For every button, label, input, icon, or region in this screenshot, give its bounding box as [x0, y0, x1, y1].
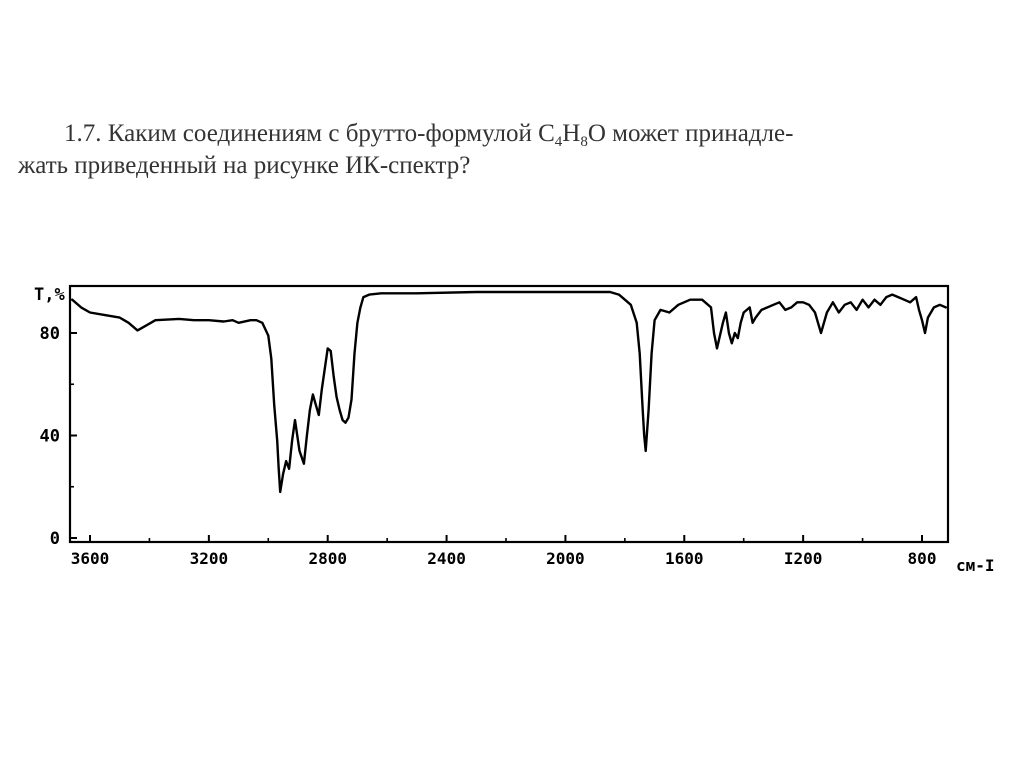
- x-tick-label: 3600: [71, 549, 110, 568]
- formula-element: O: [587, 120, 606, 147]
- x-axis-label: см-I: [956, 556, 995, 575]
- x-tick-label: 2800: [308, 549, 347, 568]
- molecular-formula: C4H8O: [538, 120, 606, 150]
- formula-subscript: 4: [554, 134, 563, 150]
- x-tick-label: I200: [784, 549, 823, 568]
- spectrum-line: [71, 290, 947, 494]
- y-tick-label: 80: [40, 324, 60, 344]
- formula-element: C: [538, 120, 555, 147]
- y-tick-label: 40: [40, 427, 60, 447]
- question-text-before-formula: Каким соединениям с брутто-формулой: [107, 120, 539, 147]
- y-axis-label: T,%: [34, 285, 65, 305]
- x-tick-label: 2400: [427, 549, 466, 568]
- x-tick-label: 1600: [665, 549, 704, 568]
- question-line-1: 1.7. Каким соединениям с брутто-формулой…: [18, 118, 1008, 150]
- plot-frame: [68, 284, 950, 544]
- x-tick-label: 800: [908, 549, 937, 568]
- question-text-after-formula: может принадле-: [605, 120, 794, 147]
- question-line-2: жать приведенный на рисунке ИК-спектр?: [18, 152, 471, 179]
- question-text: 1.7. Каким соединениям с брутто-формулой…: [18, 118, 1008, 182]
- x-tick-label: 2000: [546, 549, 585, 568]
- question-number: 1.7.: [64, 120, 102, 147]
- y-tick-label: 0: [50, 529, 60, 549]
- x-tick-label: 3200: [190, 549, 229, 568]
- formula-subscript: 8: [580, 134, 588, 150]
- formula-element: H: [562, 120, 581, 147]
